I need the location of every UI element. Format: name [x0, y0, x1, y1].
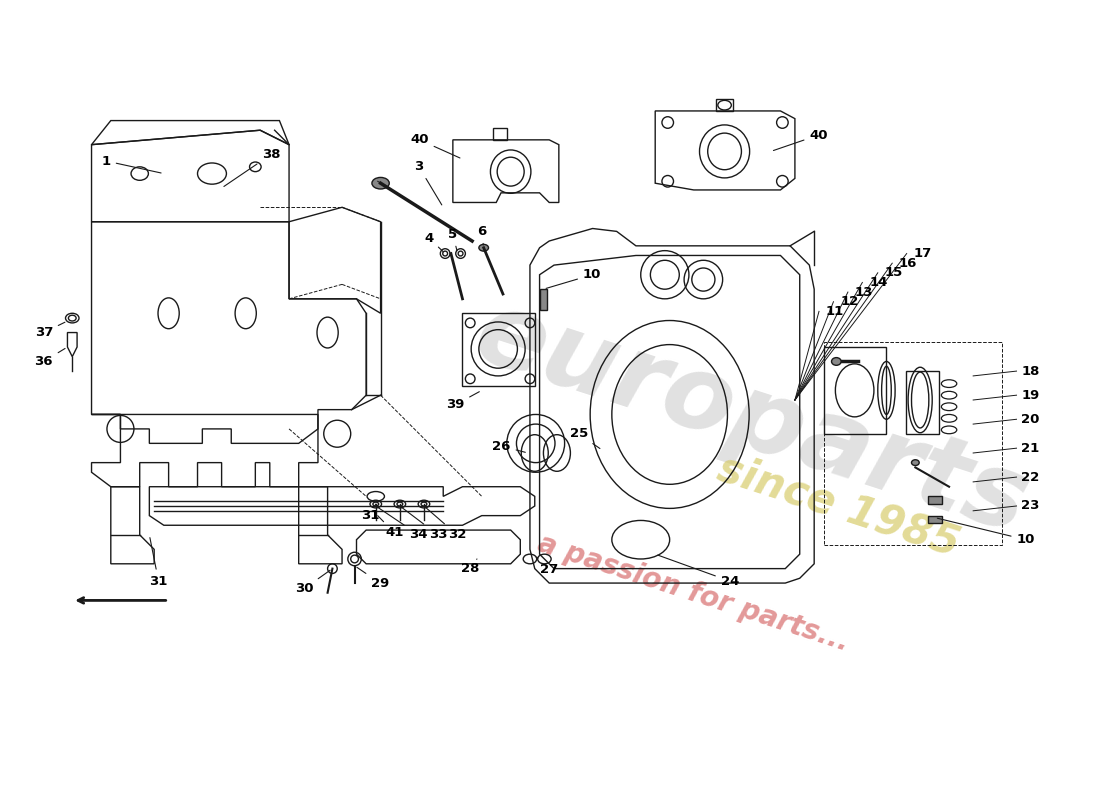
Text: 1: 1	[101, 154, 161, 173]
Text: 4: 4	[425, 232, 443, 252]
Text: 32: 32	[426, 508, 466, 542]
Text: 23: 23	[1021, 499, 1040, 513]
Ellipse shape	[372, 178, 389, 189]
Text: since 1985: since 1985	[712, 447, 965, 565]
Text: 36: 36	[34, 349, 65, 368]
Bar	[928, 496, 943, 504]
Bar	[462, 314, 535, 386]
Text: 11: 11	[826, 305, 844, 318]
Text: 39: 39	[446, 392, 480, 411]
Text: 12: 12	[840, 295, 858, 308]
Bar	[928, 516, 943, 523]
Text: 6: 6	[477, 225, 486, 245]
Text: 24: 24	[658, 555, 739, 588]
Text: 41: 41	[377, 516, 404, 539]
Text: 15: 15	[884, 266, 903, 279]
Ellipse shape	[478, 244, 488, 251]
Text: 37: 37	[34, 322, 65, 339]
Text: europarts: europarts	[462, 282, 1041, 556]
Text: 19: 19	[1021, 389, 1040, 402]
Text: 17: 17	[913, 247, 932, 260]
Ellipse shape	[912, 460, 920, 466]
Text: a passion for parts...: a passion for parts...	[535, 529, 854, 656]
Text: 29: 29	[356, 567, 389, 590]
Text: 26: 26	[493, 440, 526, 453]
Text: 10: 10	[937, 518, 1035, 546]
Bar	[824, 342, 1002, 545]
Text: 22: 22	[1021, 470, 1040, 483]
Text: 33: 33	[403, 508, 448, 542]
Text: 27: 27	[537, 557, 558, 576]
Bar	[540, 289, 548, 310]
Bar	[716, 99, 734, 111]
Bar	[905, 371, 939, 434]
Text: 40: 40	[773, 129, 828, 150]
Text: 31: 31	[150, 538, 167, 588]
Bar	[493, 128, 507, 140]
Text: 25: 25	[570, 427, 600, 449]
Text: 20: 20	[1021, 413, 1040, 426]
Ellipse shape	[832, 358, 842, 366]
Text: 21: 21	[1021, 442, 1040, 454]
Text: 31: 31	[361, 504, 379, 522]
Text: 13: 13	[855, 286, 873, 298]
Text: 14: 14	[869, 276, 888, 289]
Text: 5: 5	[449, 228, 458, 251]
Text: 18: 18	[1021, 365, 1040, 378]
Text: 30: 30	[295, 570, 330, 595]
Text: 40: 40	[410, 134, 460, 158]
Text: 38: 38	[224, 148, 280, 186]
Text: 16: 16	[899, 257, 917, 270]
Text: 34: 34	[378, 507, 428, 542]
Text: 28: 28	[461, 559, 478, 575]
Text: 10: 10	[546, 268, 602, 289]
Bar	[824, 347, 887, 434]
Text: 3: 3	[415, 160, 442, 205]
